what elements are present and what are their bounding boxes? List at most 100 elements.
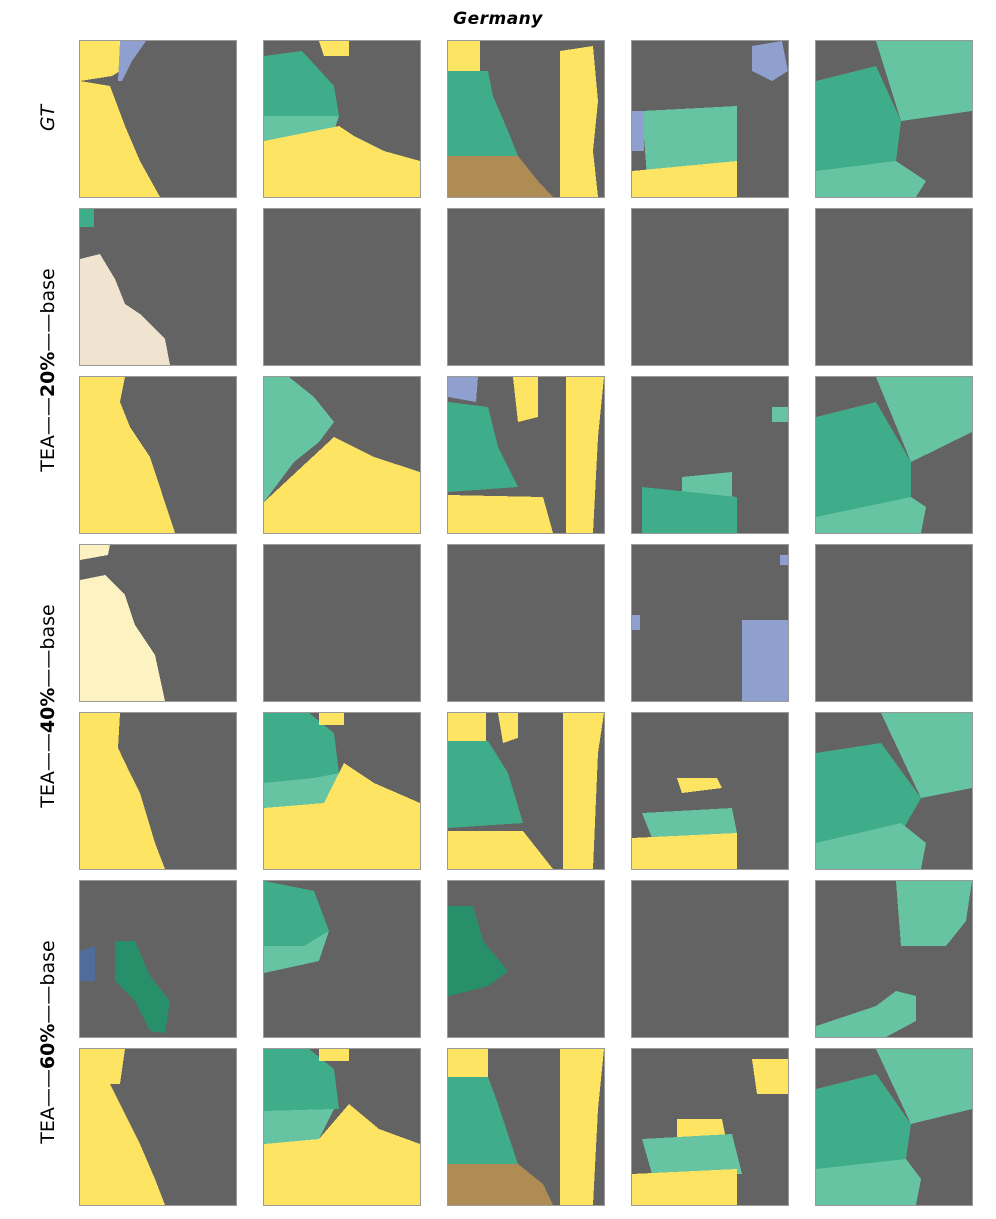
segment-region <box>642 1134 742 1174</box>
segmentation-panel <box>447 880 605 1038</box>
background-region <box>816 545 972 701</box>
row-label-pct: 40% <box>37 687 59 734</box>
segment-region <box>80 254 170 365</box>
segmentation-map <box>816 713 972 869</box>
segment-region <box>816 402 911 517</box>
segment-region <box>876 377 972 462</box>
segmentation-panel <box>79 40 237 198</box>
segmentation-map <box>448 713 604 869</box>
segment-region <box>752 41 788 81</box>
segmentation-panel <box>631 880 789 1038</box>
segmentation-panel <box>631 40 789 198</box>
segmentation-map <box>264 545 420 701</box>
row-label: TEA——60%——base <box>37 940 59 1143</box>
segment-region <box>560 1049 604 1205</box>
segment-region <box>448 71 518 156</box>
segment-region <box>319 1049 349 1061</box>
segment-region <box>264 51 339 116</box>
segment-region <box>742 620 788 701</box>
segment-region <box>319 41 349 56</box>
segmentation-panel <box>79 376 237 534</box>
segment-region <box>264 116 339 141</box>
segment-region <box>632 111 644 151</box>
row-label-tea: TEA—— <box>37 397 59 472</box>
segmentation-panel <box>263 376 421 534</box>
segment-region <box>816 1159 921 1205</box>
segment-region <box>264 1049 339 1111</box>
segment-region <box>264 437 420 533</box>
segment-region <box>264 713 339 783</box>
segment-region <box>264 126 420 197</box>
segmentation-map <box>80 209 236 365</box>
segmentation-panel <box>631 208 789 366</box>
segmentation-map <box>448 377 604 533</box>
segment-region <box>80 81 160 197</box>
segment-region <box>632 1169 737 1205</box>
segment-region <box>80 1049 165 1205</box>
background-region <box>632 881 788 1037</box>
segmentation-panel <box>631 544 789 702</box>
segmentation-map <box>632 1049 788 1205</box>
segmentation-map <box>264 1049 420 1205</box>
segment-region <box>816 1074 911 1169</box>
segmentation-map <box>632 713 788 869</box>
segment-region <box>80 41 120 81</box>
segment-region <box>264 1109 334 1144</box>
segment-region <box>772 407 788 422</box>
segment-region <box>448 41 480 71</box>
background-region <box>264 545 420 701</box>
segmentation-panel <box>79 544 237 702</box>
segment-region <box>448 1164 553 1205</box>
segment-region <box>80 713 165 869</box>
segment-region <box>876 41 972 121</box>
segment-region <box>816 161 926 197</box>
segmentation-map <box>448 41 604 197</box>
segmentation-map <box>264 713 420 869</box>
segmentation-panel <box>815 208 973 366</box>
segment-region <box>264 763 420 869</box>
segmentation-map <box>816 377 972 533</box>
segmentation-map <box>632 209 788 365</box>
segment-region <box>563 713 604 869</box>
row-label-base: ——base <box>37 604 59 688</box>
row-label-pct: 20% <box>37 351 59 398</box>
row-label-gt: GT <box>37 104 59 132</box>
segment-region <box>642 808 737 838</box>
segment-region <box>80 545 110 560</box>
segmentation-panel <box>79 880 237 1038</box>
segment-region <box>319 713 344 725</box>
segment-region <box>677 778 722 793</box>
segment-region <box>264 377 334 502</box>
segmentation-panel <box>447 1048 605 1206</box>
segmentation-map <box>632 377 788 533</box>
segment-region <box>448 713 486 741</box>
segment-region <box>498 713 518 743</box>
segment-region <box>448 495 553 533</box>
segment-region <box>816 743 921 843</box>
segmentation-map <box>80 545 236 701</box>
segmentation-map <box>632 41 788 197</box>
segment-region <box>642 487 737 533</box>
segment-region <box>513 377 538 422</box>
segmentation-map <box>448 545 604 701</box>
background-region <box>448 209 604 365</box>
segmentation-panel <box>263 1048 421 1206</box>
segment-region <box>80 377 175 533</box>
row-label-base: ——base <box>37 940 59 1024</box>
segment-region <box>632 615 640 630</box>
background-region <box>448 545 604 701</box>
segment-region <box>448 402 518 492</box>
segmentation-map <box>264 209 420 365</box>
row-label-pct: 60% <box>37 1023 59 1070</box>
segment-region <box>448 1049 488 1077</box>
segmentation-panel <box>447 40 605 198</box>
figure-title: Germany <box>453 9 543 29</box>
segmentation-panel <box>263 544 421 702</box>
segmentation-map <box>816 545 972 701</box>
segment-region <box>752 1059 788 1094</box>
segmentation-map <box>264 41 420 197</box>
segment-region <box>816 497 926 533</box>
segmentation-panel <box>815 40 973 198</box>
segment-region <box>642 106 737 176</box>
segmentation-map <box>632 545 788 701</box>
